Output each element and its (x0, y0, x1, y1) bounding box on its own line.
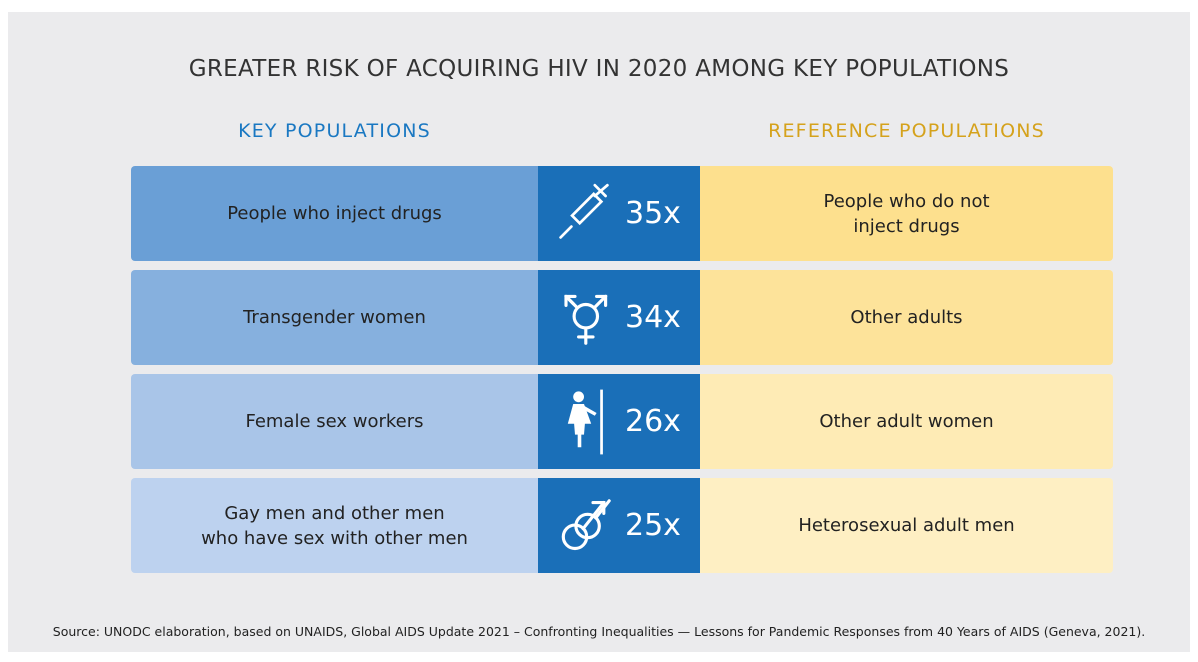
key-population-line: Female sex workers (245, 411, 424, 432)
title: GREATER RISK OF ACQUIRING HIV IN 2020 AM… (188, 56, 1010, 82)
icon (559, 183, 609, 239)
reference-population-line: Other adult women (819, 411, 994, 432)
risk-cell: 34x (538, 270, 700, 365)
reference-population: People who do not inject drugs (700, 166, 1113, 261)
key-population-line: Transgender women (243, 307, 426, 328)
key-population: Female sex workers (131, 374, 538, 469)
reference-header: REFERENCE POPULATIONS (768, 120, 1045, 142)
key-population-line: who have sex with other men (201, 527, 468, 549)
risk-ratio: 34x (625, 300, 681, 335)
key-population: Gay men and other men who have sex with o… (131, 478, 538, 573)
reference-population-line: Heterosexual adult men (798, 515, 1015, 536)
reference-population-line: Other adults (850, 307, 963, 328)
key-population-line: Gay men and other men (224, 502, 445, 524)
key-header: KEY POPULATIONS (238, 120, 431, 142)
icon (564, 294, 608, 345)
icon (567, 389, 603, 455)
reference-population: Heterosexual adult men (700, 478, 1113, 573)
risk-cell: 26x (538, 374, 700, 469)
key-population: Transgender women (131, 270, 538, 365)
reference-population: Other adult women (700, 374, 1113, 469)
reference-population: Other adults (700, 270, 1113, 365)
icon (561, 499, 611, 551)
key-population-line: People who inject drugs (227, 203, 442, 224)
key-population: People who inject drugs (131, 166, 538, 261)
source: Source: UNODC elaboration, based on UNAI… (52, 624, 1146, 639)
reference-population-line: People who do not (823, 190, 990, 212)
risk-ratio: 26x (625, 404, 681, 439)
risk-cell: 35x (538, 166, 700, 261)
reference-population-line: inject drugs (853, 215, 960, 237)
risk-cell: 25x (538, 478, 700, 573)
risk-ratio: 25x (625, 508, 681, 543)
risk-ratio: 35x (625, 196, 681, 231)
